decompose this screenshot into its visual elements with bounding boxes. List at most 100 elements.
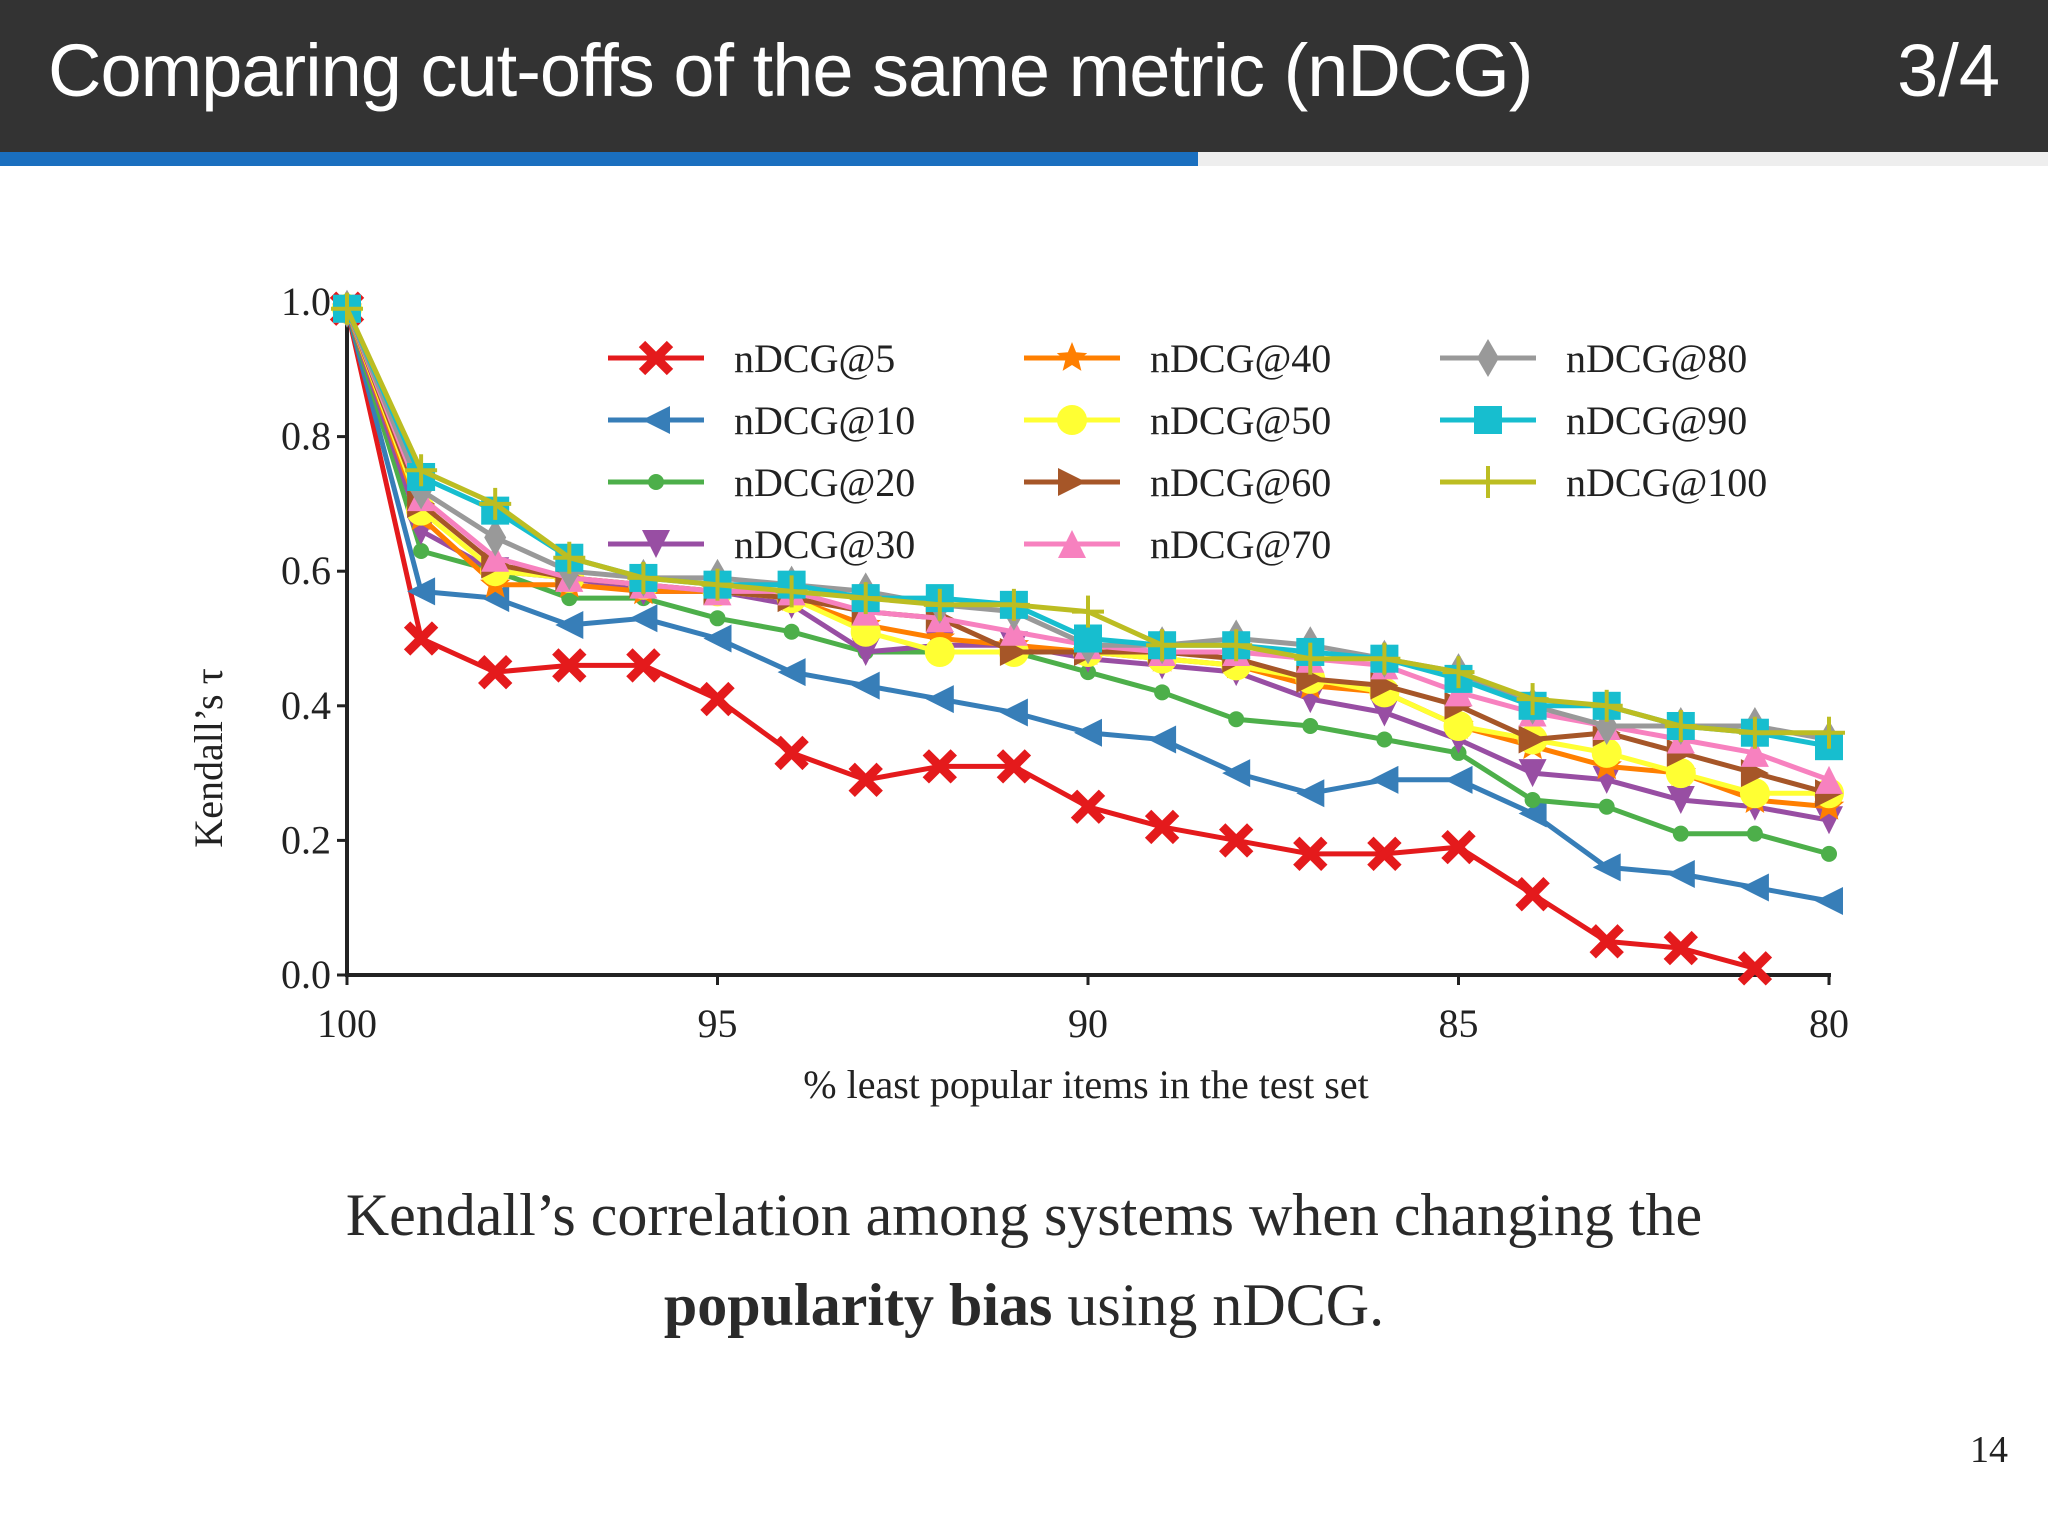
x-tick-label: 80	[1809, 1001, 1849, 1046]
data-point	[999, 698, 1028, 727]
data-point	[1441, 829, 1476, 865]
data-point	[1663, 930, 1698, 966]
legend-marker	[1058, 530, 1086, 558]
data-point	[403, 621, 439, 656]
series-nDCG@5	[329, 291, 1773, 986]
legend-label: nDCG@70	[1150, 522, 1331, 567]
legend-item: nDCG@5	[608, 336, 895, 381]
chart-legend: nDCG@5 nDCG@10 nDCG@20 nDCG@30 nDCG@40 nDCG@5…	[608, 336, 1767, 567]
data-point	[777, 658, 806, 687]
legend-marker	[1058, 468, 1086, 496]
data-point	[1074, 624, 1102, 653]
caption-tail: using nDCG.	[1052, 1272, 1385, 1338]
data-point	[1815, 886, 1843, 915]
data-point	[1144, 809, 1180, 845]
data-point	[1591, 737, 1622, 768]
x-tick-label: 85	[1439, 1001, 1479, 1046]
legend-label: nDCG@5	[734, 336, 895, 381]
data-point	[1518, 799, 1547, 828]
data-point	[1515, 877, 1550, 912]
data-point	[703, 624, 732, 653]
data-point	[1746, 825, 1763, 842]
data-point	[1443, 710, 1474, 741]
data-point	[924, 636, 955, 667]
y-axis-label: Kendall’s τ	[186, 668, 231, 847]
legend-label: nDCG@50	[1150, 398, 1331, 443]
y-tick-label: 0.0	[281, 952, 331, 997]
data-point	[1070, 789, 1106, 824]
series-nDCG@10	[333, 294, 1843, 915]
data-point	[1821, 845, 1837, 862]
y-tick-label: 0.8	[281, 414, 331, 459]
y-tick-label: 1.0	[281, 279, 331, 324]
data-point	[1074, 718, 1102, 747]
legend-label: nDCG@60	[1150, 460, 1331, 505]
data-point	[629, 604, 658, 633]
caption-line-2: popularity bias using nDCG.	[0, 1260, 2048, 1350]
legend-marker	[1474, 406, 1502, 434]
data-point	[1222, 759, 1251, 788]
data-point	[848, 762, 883, 798]
data-point	[555, 611, 584, 640]
x-tick-label: 95	[698, 1001, 738, 1046]
data-point	[626, 648, 661, 683]
legend-item: nDCG@30	[608, 522, 915, 567]
legend-marker	[1057, 405, 1087, 435]
data-point	[1589, 924, 1624, 959]
y-tick-label: 0.4	[281, 683, 331, 728]
data-point	[478, 654, 513, 690]
data-point	[1672, 825, 1689, 842]
data-point	[413, 543, 430, 560]
data-point	[1148, 725, 1177, 754]
data-point	[1518, 759, 1547, 788]
data-point	[1154, 684, 1171, 701]
data-point	[1740, 738, 1769, 767]
slide-counter: 3/4	[1897, 29, 2000, 112]
legend-label: nDCG@90	[1566, 398, 1747, 443]
data-point	[484, 518, 507, 557]
series-nDCG@100	[331, 292, 1845, 749]
legend-label: nDCG@30	[734, 522, 915, 567]
data-point	[1367, 836, 1402, 872]
title-bar: Comparing cut-offs of the same metric (n…	[0, 0, 2048, 152]
legend-item: nDCG@20	[608, 460, 915, 505]
legend-marker	[1477, 339, 1499, 377]
legend-item: nDCG@40	[1024, 336, 1331, 381]
legend-item: nDCG@50	[1024, 398, 1331, 443]
data-point	[1376, 731, 1393, 748]
progress-bar-fill	[0, 152, 1199, 166]
data-point	[774, 735, 809, 771]
data-point	[1666, 786, 1695, 815]
data-point	[999, 617, 1028, 646]
progress-bar	[0, 152, 2048, 166]
data-point	[1815, 765, 1843, 794]
caption-bold-term: popularity bias	[663, 1272, 1053, 1338]
y-tick-label: 0.6	[281, 548, 331, 593]
legend-item: nDCG@80	[1440, 336, 1747, 381]
data-point	[925, 685, 954, 714]
data-point	[1293, 836, 1328, 872]
legend-label: nDCG@40	[1150, 336, 1331, 381]
caption-line-1: Kendall’s correlation among systems when…	[345, 1182, 1703, 1248]
legend-marker	[648, 474, 664, 490]
data-point	[1219, 823, 1254, 858]
slide-caption: Kendall’s correlation among systems when…	[0, 1170, 2048, 1350]
data-point	[1737, 951, 1773, 986]
x-axis-label: % least popular items in the test set	[803, 1062, 1368, 1107]
y-tick-label: 0.2	[281, 817, 331, 862]
data-point	[922, 749, 957, 784]
legend-item: nDCG@60	[1024, 460, 1331, 505]
data-point	[996, 749, 1032, 784]
legend-item: nDCG@100	[1440, 460, 1767, 505]
data-point	[1666, 860, 1695, 889]
data-point	[481, 543, 510, 572]
legend-item: nDCG@90	[1440, 398, 1747, 443]
data-point	[407, 577, 436, 606]
legend-label: nDCG@20	[734, 460, 915, 505]
chart-series	[329, 289, 1845, 986]
data-point	[783, 623, 800, 640]
chart-axes: 0.0 0.2 0.4 0.6 0.8 1.0 100 95 90 85 80	[281, 279, 1849, 1046]
legend-label: nDCG@80	[1566, 336, 1747, 381]
data-point	[700, 681, 735, 717]
